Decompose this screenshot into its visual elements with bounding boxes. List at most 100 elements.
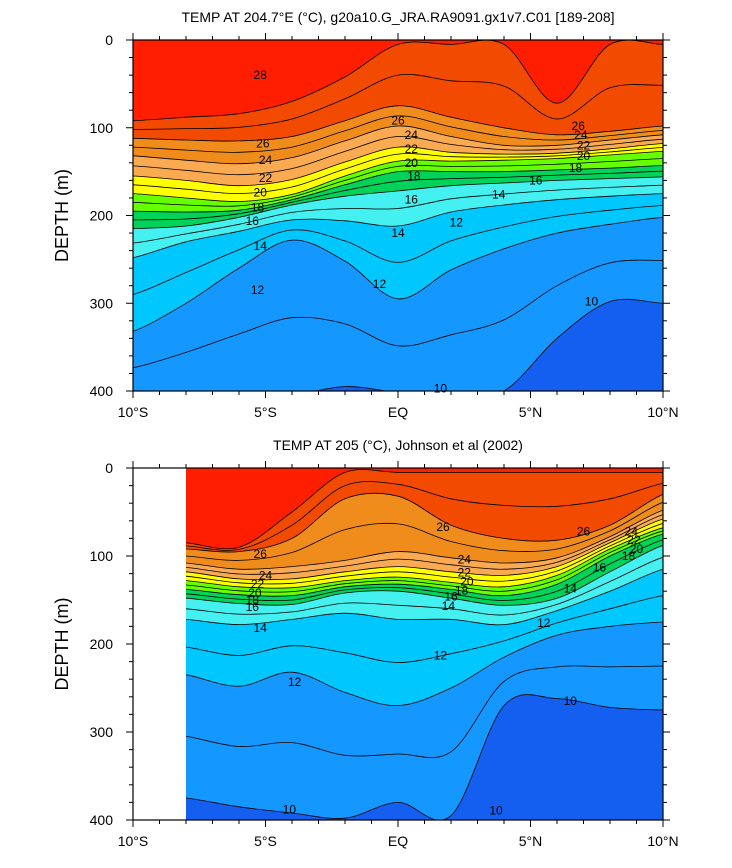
- isotherm-line-26: [133, 105, 663, 142]
- chart-title: TEMP AT 205 (°C), Johnson et al (2002): [273, 437, 523, 453]
- x-tick-label: 10°S: [118, 404, 149, 420]
- isotherm-line-intermediate: [186, 665, 663, 759]
- contour-label: 22: [405, 142, 419, 156]
- contour-label: 18: [455, 583, 469, 597]
- contour-label: 14: [492, 187, 506, 201]
- contour-label: 22: [251, 577, 265, 591]
- contour-label: 20: [630, 542, 644, 556]
- contour-label: 12: [251, 283, 265, 297]
- contour-label: 20: [254, 186, 268, 200]
- isotherm-line-24: [186, 509, 663, 570]
- isotherm-line-20: [186, 527, 663, 589]
- contour-label: 16: [529, 173, 543, 187]
- contour-label: 22: [259, 171, 273, 185]
- isotherm-line-16: [133, 176, 663, 230]
- isotherm-line-intermediate: [133, 184, 663, 244]
- isotherm-line-18: [186, 533, 663, 597]
- y-tick-label: 400: [90, 812, 114, 828]
- contour-label: 10: [434, 381, 448, 395]
- x-tick-label: 5°S: [254, 404, 277, 420]
- contour-label: 24: [259, 153, 273, 167]
- isotherm-line-14: [186, 568, 663, 626]
- contour-label: 24: [259, 568, 273, 582]
- contour-label: 22: [458, 566, 472, 580]
- contour-label: 24: [574, 128, 588, 142]
- contour-label: 22: [577, 138, 591, 152]
- contour-label: 10: [585, 294, 599, 308]
- contour-label: 24: [405, 128, 419, 142]
- isotherm-line-10: [313, 298, 663, 391]
- contour-label: 16: [246, 214, 260, 228]
- contour-label: 26: [391, 114, 405, 128]
- isotherm-line-intermediate: [133, 259, 663, 369]
- isotherm-line-intermediate: [186, 556, 663, 616]
- isotherm-line-intermediate: [186, 522, 663, 585]
- contour-label: 24: [458, 553, 472, 567]
- chart-title: TEMP AT 204.7°E (°C), g20a10.G_JRA.RA909…: [182, 9, 615, 25]
- y-tick-label: 300: [90, 724, 114, 740]
- isotherm-line-16: [186, 544, 663, 606]
- contour-label: 16: [593, 560, 607, 574]
- contour-label: 18: [251, 201, 265, 215]
- y-tick-label: 200: [90, 636, 114, 652]
- contour-label: 26: [436, 520, 450, 534]
- isotherm-line-12: [133, 216, 663, 332]
- isotherm-line-intermediate: [133, 136, 663, 176]
- y-tick-label: 100: [90, 548, 114, 564]
- y-tick-label: 0: [105, 32, 113, 48]
- contour-label: 14: [254, 239, 268, 253]
- x-tick-label: 5°S: [254, 833, 277, 849]
- isotherm-line-22: [133, 143, 663, 187]
- isotherm-line-intermediate: [133, 147, 663, 195]
- contour-label: 10: [489, 803, 503, 817]
- contour-label: 14: [254, 621, 268, 635]
- contour-label: 20: [577, 149, 591, 163]
- contour-label: 10: [283, 802, 297, 816]
- x-tick-label: 5°N: [519, 833, 543, 849]
- isotherm-line-intermediate: [186, 514, 663, 575]
- contour-label: 16: [444, 589, 458, 603]
- y-axis-title: DEPTH (m): [52, 598, 72, 691]
- isotherm-line-intermediate: [133, 204, 663, 295]
- x-tick-label: EQ: [388, 833, 408, 849]
- isotherm-line-18: [133, 165, 663, 213]
- x-tick-label: 5°N: [519, 404, 543, 420]
- isotherm-line-intermediate: [186, 539, 663, 602]
- isotherm-line-intermediate: [186, 595, 663, 663]
- isotherm-line-10: [186, 694, 663, 820]
- isotherm-line-26: [186, 492, 663, 553]
- contour-label: 18: [569, 161, 583, 175]
- y-tick-label: 300: [90, 295, 114, 311]
- contour-label: 20: [460, 575, 474, 589]
- contour-label: 12: [373, 277, 387, 291]
- isotherm-line-22: [186, 518, 663, 581]
- contour-label: 26: [254, 547, 268, 561]
- isotherm-line-intermediate: [186, 501, 663, 561]
- isotherm-line-intermediate: [186, 530, 663, 593]
- x-tick-label: EQ: [388, 404, 408, 420]
- fill-band-below-10: [186, 694, 663, 820]
- contour-label: 14: [391, 226, 405, 240]
- contour-label: 14: [564, 582, 578, 596]
- contour-fills: [186, 468, 663, 820]
- contour-label: 14: [442, 599, 456, 613]
- contour-label: 24: [625, 524, 639, 538]
- isotherm-line-20: [133, 150, 663, 202]
- contour-label: 20: [248, 586, 262, 600]
- contour-label: 12: [434, 648, 448, 662]
- contour-label: 18: [407, 169, 421, 183]
- y-tick-label: 100: [90, 120, 114, 136]
- isotherm-line-intermediate: [186, 481, 663, 551]
- contour-label: 26: [572, 119, 586, 133]
- isotherm-line-14: [133, 193, 663, 259]
- y-tick-label: 0: [105, 460, 113, 476]
- contour-label: 16: [246, 600, 260, 614]
- contour-label: 12: [537, 616, 551, 630]
- y-tick-label: 400: [90, 383, 114, 399]
- contour-label: 20: [405, 156, 419, 170]
- isotherm-line-intermediate: [133, 115, 663, 153]
- contour-label: 10: [564, 694, 578, 708]
- isotherm-line-28: [186, 469, 663, 550]
- contour-label: 26: [256, 137, 270, 151]
